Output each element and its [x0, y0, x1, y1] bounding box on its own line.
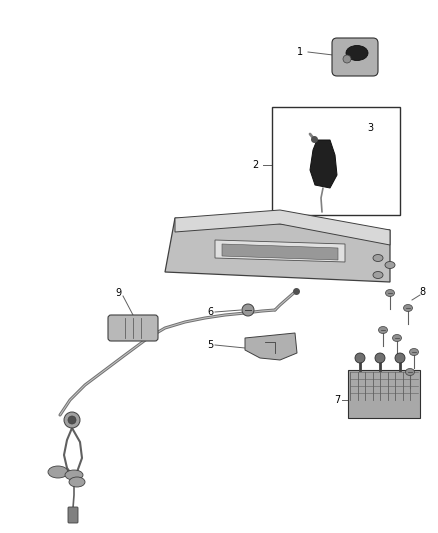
Ellipse shape — [48, 466, 68, 478]
Ellipse shape — [373, 271, 383, 279]
FancyBboxPatch shape — [108, 315, 158, 341]
Ellipse shape — [392, 335, 402, 342]
Ellipse shape — [385, 262, 395, 269]
FancyBboxPatch shape — [68, 507, 78, 523]
Bar — [272, 107, 400, 215]
Circle shape — [375, 353, 385, 363]
Text: 3: 3 — [367, 123, 373, 133]
Polygon shape — [310, 140, 337, 188]
Ellipse shape — [65, 470, 83, 480]
Polygon shape — [175, 210, 390, 245]
Ellipse shape — [406, 368, 414, 376]
Ellipse shape — [346, 45, 368, 61]
Text: 5: 5 — [207, 340, 213, 350]
Text: 4: 4 — [237, 227, 243, 237]
Circle shape — [395, 353, 405, 363]
Ellipse shape — [378, 327, 388, 334]
Circle shape — [68, 416, 76, 424]
Bar — [348, 370, 420, 418]
Ellipse shape — [410, 349, 418, 356]
Text: 1: 1 — [297, 47, 303, 57]
Ellipse shape — [385, 289, 395, 296]
Text: 8: 8 — [419, 287, 425, 297]
Circle shape — [64, 412, 80, 428]
Ellipse shape — [373, 254, 383, 262]
Polygon shape — [222, 244, 338, 260]
Polygon shape — [165, 218, 390, 282]
Polygon shape — [215, 240, 345, 262]
Circle shape — [343, 55, 351, 63]
Circle shape — [242, 304, 254, 316]
Text: 7: 7 — [334, 395, 340, 405]
Text: 6: 6 — [207, 307, 213, 317]
Ellipse shape — [69, 477, 85, 487]
FancyBboxPatch shape — [332, 38, 378, 76]
Polygon shape — [245, 333, 297, 360]
Text: 2: 2 — [252, 160, 258, 170]
Ellipse shape — [403, 304, 413, 311]
Text: 9: 9 — [115, 288, 121, 298]
Circle shape — [355, 353, 365, 363]
